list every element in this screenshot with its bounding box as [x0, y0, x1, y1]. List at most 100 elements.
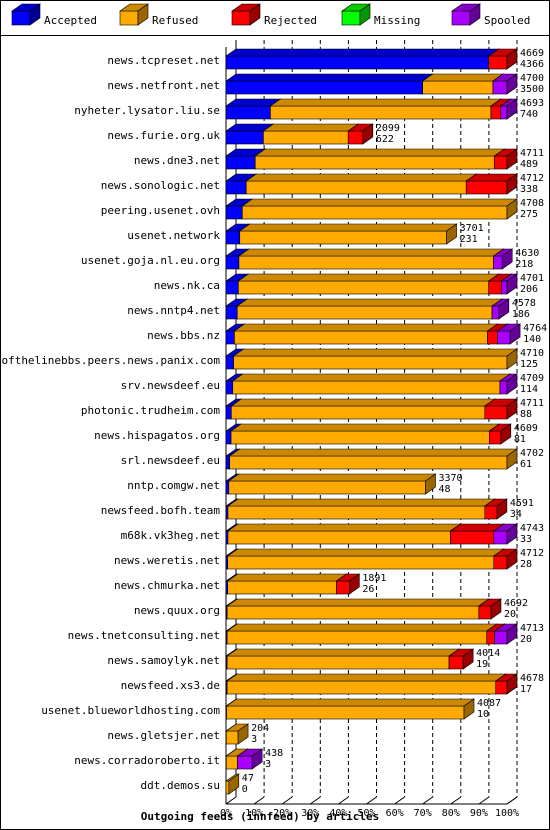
offered-count: 4713 [520, 623, 544, 634]
x-tick-label: 70% [414, 808, 432, 819]
legend-label-missing: Missing [374, 14, 420, 27]
row-label: newsfeed.bofh.team [101, 504, 221, 517]
accepted-count: 34 [510, 509, 522, 520]
offered-count: 3701 [460, 223, 484, 234]
bar-segment-rejected [492, 548, 518, 570]
row-label: usenet.blueworldhosting.com [41, 704, 220, 717]
bar-segment-refused [227, 523, 462, 545]
row-label: peering.usenet.ovh [101, 204, 220, 217]
offered-count: 4710 [520, 348, 544, 359]
legend-swatch-spooled [451, 3, 481, 26]
accepted-count: 61 [520, 459, 532, 470]
offered-count: 4669 [520, 48, 544, 59]
accepted-count: 26 [362, 584, 374, 595]
bar-segment-rejected [483, 498, 508, 520]
offered-count: 4764 [523, 323, 547, 334]
bar-segment-rejected [487, 48, 518, 70]
row-label: photonic.trudheim.com [81, 404, 220, 417]
x-tick-label: 50% [357, 808, 375, 819]
x-tick-label: 20% [273, 808, 291, 819]
row-label: news.dne3.net [134, 154, 220, 167]
offered-count: 4709 [520, 373, 544, 384]
accepted-count: 20 [520, 634, 532, 645]
bar-segment-refused [232, 348, 518, 370]
legend-label-refused: Refused [152, 14, 198, 27]
bar-segment-refused [230, 398, 496, 420]
row-label: news.sonologic.net [101, 179, 220, 192]
bar-segment-rejected [483, 398, 518, 420]
x-tick [225, 796, 237, 805]
accepted-count: 186 [512, 309, 530, 320]
x-tick-label: 60% [386, 808, 404, 819]
accepted-count: 125 [520, 359, 538, 370]
accepted-count: 0 [242, 784, 248, 795]
row-label: nntp.comgw.net [127, 479, 220, 492]
x-tick-label: 10% [245, 808, 263, 819]
row-label: news.bbs.nz [147, 329, 220, 342]
x-tick [478, 796, 490, 805]
accepted-count: 17 [520, 684, 532, 695]
bar-segment-spooled [496, 323, 522, 345]
accepted-count: 3500 [520, 84, 544, 95]
row-label: news.gletsjer.net [107, 729, 220, 742]
accepted-count: 88 [520, 409, 532, 420]
bar-segment-rejected [477, 598, 502, 620]
offered-count: 4014 [476, 648, 500, 659]
row-label: m68k.vk3heg.net [121, 529, 220, 542]
accepted-count: 740 [520, 109, 538, 120]
accepted-count: 231 [460, 234, 478, 245]
offered-count: 438 [265, 748, 283, 759]
legend-swatch-missing [341, 3, 371, 26]
bar-segment-refused [237, 273, 500, 295]
bar-segment-refused [231, 373, 511, 395]
offered-count: 4701 [520, 273, 544, 284]
legend-label-spooled: Spooled [484, 14, 530, 27]
x-tick [394, 796, 405, 805]
bar-segment-spooled [499, 373, 518, 395]
row-label: news.quux.org [134, 604, 220, 617]
accepted-count: 19 [476, 659, 488, 670]
accepted-count: 20 [504, 609, 516, 620]
bar-segment-rejected [494, 673, 518, 695]
legend-swatch-refused [119, 3, 149, 26]
accepted-count: 33 [520, 534, 532, 545]
row-label: usenet.network [127, 229, 220, 242]
legend-label-accepted: Accepted [44, 14, 97, 27]
offered-count: 4692 [504, 598, 528, 609]
x-tick-label: 0% [220, 808, 232, 819]
row-label: news.netfront.net [107, 79, 220, 92]
bar-segment-refused [225, 773, 240, 795]
bar-segment-refused [227, 473, 437, 495]
offered-count: 4591 [510, 498, 534, 509]
x-tick-label: 40% [329, 808, 347, 819]
bar-segment-refused [226, 548, 505, 570]
offered-count: 3370 [439, 473, 463, 484]
x-tick [506, 796, 518, 805]
offered-count: 4578 [512, 298, 536, 309]
bar-segment-refused [226, 648, 461, 670]
accepted-count: 3 [251, 734, 257, 745]
bar-segment-refused [241, 198, 518, 220]
row-label: endofthelinebbs.peers.news.panix.com [0, 354, 220, 367]
accepted-count: 218 [515, 259, 533, 270]
accepted-count: 28 [520, 559, 532, 570]
row-label: news.weretis.net [114, 554, 220, 567]
bar-segment-accepted [225, 48, 500, 70]
x-axis: 0% 10% 20% 30% 40% 50% 60% 70% 80% 90% 100% [220, 796, 519, 819]
bar-segment-refused [230, 423, 501, 445]
bar-segment-rejected [465, 173, 518, 195]
row-label: news.nk.ca [154, 279, 220, 292]
accepted-count: 114 [520, 384, 538, 395]
bar-segment-refused [226, 673, 507, 695]
x-tick [310, 796, 321, 805]
bar-segment-refused [225, 723, 250, 745]
row-label: news.chmurka.net [114, 579, 220, 592]
legend-label-rejected: Rejected [264, 14, 317, 27]
bar-segment-spooled [236, 748, 264, 770]
x-tick-label: 100% [495, 808, 519, 819]
offered-count: 4708 [520, 198, 544, 209]
bar-segment-refused [269, 98, 502, 120]
row-label: srv.newsdeef.eu [121, 379, 220, 392]
bar-segment-spooled [491, 73, 518, 95]
